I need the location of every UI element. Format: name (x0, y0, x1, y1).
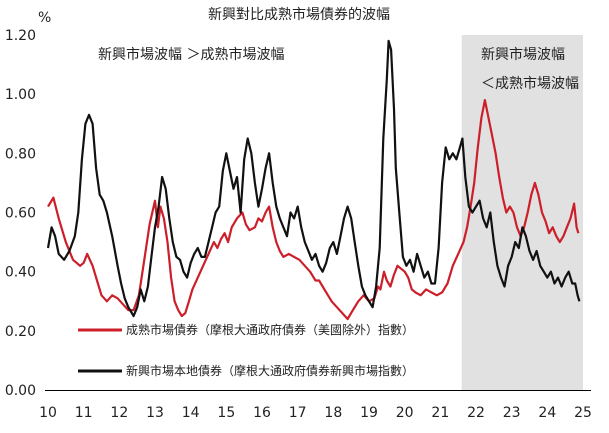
legend-label-1: 成熟市場債券（摩根大通政府債券（美國除外）指數） (126, 322, 414, 337)
y-tick-label: 0.60 (5, 206, 36, 222)
x-tick-label: 15 (217, 405, 235, 421)
annotation-right-line2: ＜成熟市場波幅 (481, 75, 579, 92)
y-axis-unit-label: % (38, 10, 51, 26)
y-tick-label: 0.40 (5, 265, 36, 281)
legend-label-2: 新興市場本地債券（摩根大通政府債券新興市場指數） (126, 363, 414, 378)
x-tick-label: 23 (503, 405, 521, 421)
y-tick-label: 1.20 (5, 28, 36, 44)
annotation-right-line1: 新興市場波幅 (481, 46, 565, 63)
y-tick-label: 0.00 (5, 383, 36, 399)
x-axis-ticks: 10 11 12 13 14 15 16 17 18 19 20 21 22 23 24 25 (39, 405, 592, 421)
legend: 成熟市場債券（摩根大通政府債券（美國除外）指數） 新興市場本地債券（摩根大通政府債… (78, 322, 414, 378)
x-tick-label: 24 (538, 405, 556, 421)
y-tick-label: 0.20 (5, 324, 36, 340)
x-tick-label: 19 (360, 405, 378, 421)
series-lines (46, 39, 581, 321)
x-tick-label: 20 (396, 405, 414, 421)
x-tick-label: 22 (467, 405, 485, 421)
x-tick-label: 10 (39, 405, 57, 421)
y-tick-label: 0.80 (5, 146, 36, 162)
series-line-2 (46, 39, 581, 318)
x-tick-label: 13 (146, 405, 164, 421)
y-axis-ticks: 0.00 0.20 0.40 0.60 0.80 1.00 1.20 (5, 28, 36, 399)
x-tick-label: 16 (253, 405, 271, 421)
x-tick-label: 17 (289, 405, 307, 421)
chart-title: 新興對比成熟市場債券的波幅 (208, 6, 390, 23)
annotation-left: 新興市場波幅 ＞成熟市場波幅 (98, 46, 284, 63)
x-tick-label: 25 (574, 405, 592, 421)
series-line-1 (47, 99, 580, 321)
x-tick-label: 12 (110, 405, 128, 421)
x-tick-label: 14 (182, 405, 200, 421)
x-tick-label: 21 (431, 405, 449, 421)
x-tick-label: 18 (324, 405, 342, 421)
x-tick-label: 11 (75, 405, 93, 421)
y-tick-label: 1.00 (5, 87, 36, 103)
